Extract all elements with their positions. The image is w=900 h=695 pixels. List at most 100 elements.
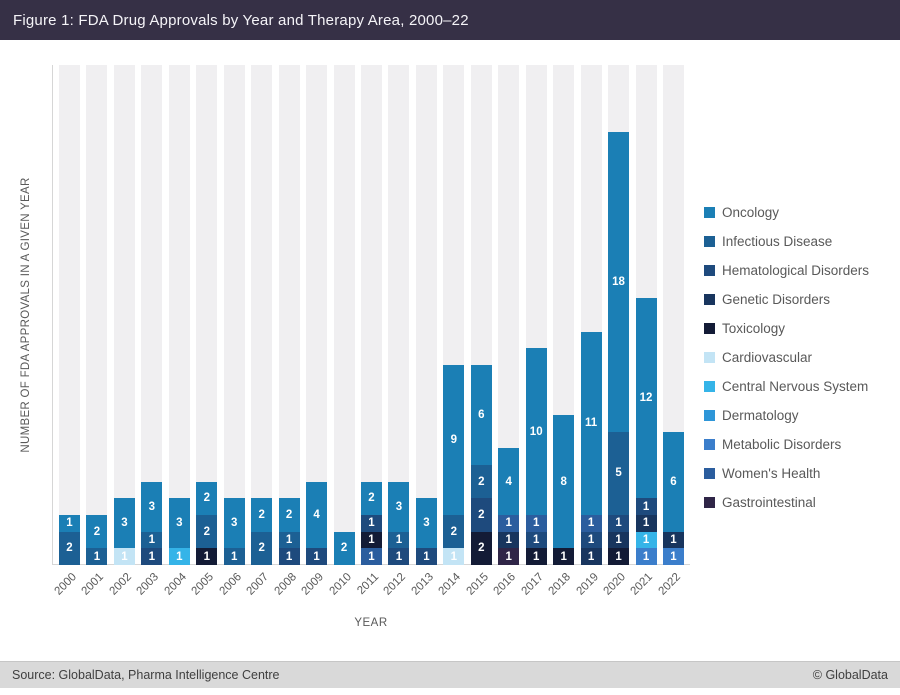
bar-segment: 2 bbox=[443, 515, 465, 549]
bar-segment: 2 bbox=[278, 498, 300, 532]
bar-segment: 1 bbox=[525, 531, 547, 549]
bar-segment: 1 bbox=[141, 548, 163, 565]
bar-segment: 1 bbox=[608, 531, 630, 549]
bar-segment: 2 bbox=[470, 531, 492, 565]
legend-swatch-icon bbox=[704, 468, 715, 479]
bar-segment: 3 bbox=[168, 498, 190, 549]
bar-column: 10 1 1 1 2017 bbox=[519, 65, 547, 598]
bar-segment: 1 bbox=[662, 548, 684, 565]
bar-segment: 2 bbox=[196, 515, 218, 549]
legend-label: Metabolic Disorders bbox=[722, 437, 842, 452]
bar-segment: 1 bbox=[388, 531, 410, 549]
bar-segment: 1 bbox=[443, 548, 465, 565]
bar-segment: 6 bbox=[662, 431, 684, 532]
bar-column: 3 1 2002 bbox=[107, 65, 135, 598]
bar-segment: 1 bbox=[141, 531, 163, 549]
bar-segment: 1 bbox=[86, 548, 108, 565]
bar-segment: 1 bbox=[113, 548, 135, 565]
legend-swatch-icon bbox=[704, 352, 715, 363]
bar-segment: 11 bbox=[580, 331, 602, 516]
bar-segment: 2 bbox=[251, 531, 273, 565]
legend-swatch-icon bbox=[704, 439, 715, 450]
x-tick-label: 2017 bbox=[519, 571, 546, 598]
legend-label: Gastrointestinal bbox=[722, 495, 816, 510]
bar-segment: 1 bbox=[525, 515, 547, 532]
x-tick-label: 2020 bbox=[601, 571, 629, 598]
bar-segment: 1 bbox=[360, 548, 382, 565]
legend-label: Women's Health bbox=[722, 466, 821, 481]
x-tick-label: 2003 bbox=[134, 571, 162, 598]
legend-swatch-icon bbox=[704, 410, 715, 421]
bar-segment: 1 bbox=[498, 531, 520, 549]
figure-title-bar: Figure 1: FDA Drug Approvals by Year and… bbox=[0, 0, 900, 40]
bar-column: 12 1 1 1 1 2021 bbox=[629, 65, 657, 598]
legend-swatch-icon bbox=[704, 323, 715, 334]
bar-segment: 1 bbox=[635, 548, 657, 565]
legend: Oncology Infectious Disease Hematological … bbox=[690, 65, 900, 629]
x-tick-label: 2000 bbox=[52, 571, 80, 598]
bar-segment: 2 bbox=[470, 465, 492, 499]
bar-segment: 1 bbox=[278, 531, 300, 549]
x-tick-label: 2016 bbox=[491, 571, 519, 598]
legend-swatch-icon bbox=[704, 207, 715, 218]
figure-title: Figure 1: FDA Drug Approvals by Year and… bbox=[13, 11, 469, 29]
bar-segment: 1 bbox=[635, 498, 657, 516]
legend-item: Central Nervous System bbox=[704, 372, 900, 401]
bar-segment: 1 bbox=[525, 548, 547, 565]
bar-segment: 1 bbox=[608, 515, 630, 532]
bar-column: 18 5 1 1 1 2020 bbox=[602, 65, 630, 598]
x-tick-label: 2022 bbox=[656, 571, 684, 598]
bar-segment: 1 bbox=[580, 515, 602, 532]
x-tick-label: 2008 bbox=[272, 571, 299, 598]
bar-segment: 1 bbox=[415, 548, 437, 565]
bar-segment: 6 bbox=[470, 365, 492, 466]
x-tick-label: 2002 bbox=[107, 571, 134, 598]
x-tick-label: 2011 bbox=[355, 571, 382, 597]
bar-segment: 1 bbox=[608, 548, 630, 565]
legend-swatch-icon bbox=[704, 497, 715, 508]
bar-segment: 1 bbox=[59, 515, 80, 532]
x-tick-label: 2005 bbox=[189, 571, 217, 598]
x-tick-label: 2014 bbox=[436, 571, 464, 598]
bar-column: 4 1 1 1 2016 bbox=[492, 65, 520, 598]
bar-segment: 3 bbox=[415, 498, 437, 549]
bar-column: 6 1 1 2022 bbox=[656, 65, 684, 598]
bar-stack: 2 bbox=[333, 531, 355, 565]
bar-segment: 8 bbox=[553, 415, 575, 549]
bar-segment: 3 bbox=[388, 481, 410, 532]
bar-segment: 2 bbox=[251, 498, 273, 532]
bar-column: 2 1 1 1 2011 bbox=[355, 65, 382, 597]
bar-segment: 2 bbox=[470, 498, 492, 532]
legend-item: Gastrointestinal bbox=[704, 488, 900, 517]
legend-label: Oncology bbox=[722, 205, 780, 220]
legend-label: Genetic Disorders bbox=[722, 292, 831, 307]
bar-segment: 1 bbox=[360, 531, 382, 549]
legend-label: Dermatology bbox=[722, 408, 799, 423]
source-note: Source: GlobalData, Pharma Intelligence … bbox=[12, 668, 280, 682]
bar-segment: 9 bbox=[443, 365, 465, 516]
bar-segment: 10 bbox=[525, 348, 547, 516]
bar-segment: 3 bbox=[113, 498, 135, 549]
x-tick-label: 2007 bbox=[244, 571, 272, 598]
legend-item: Metabolic Disorders bbox=[704, 430, 900, 459]
legend-item: Cardiovascular bbox=[704, 343, 900, 372]
bar-column: 3 1 1 2012 bbox=[382, 65, 410, 598]
bar-column: 11 1 1 1 2019 bbox=[574, 65, 602, 598]
bar-segment: 1 bbox=[360, 515, 382, 532]
bar-column: 4 1 2009 bbox=[300, 65, 328, 598]
bar-segment: 1 bbox=[306, 548, 328, 565]
